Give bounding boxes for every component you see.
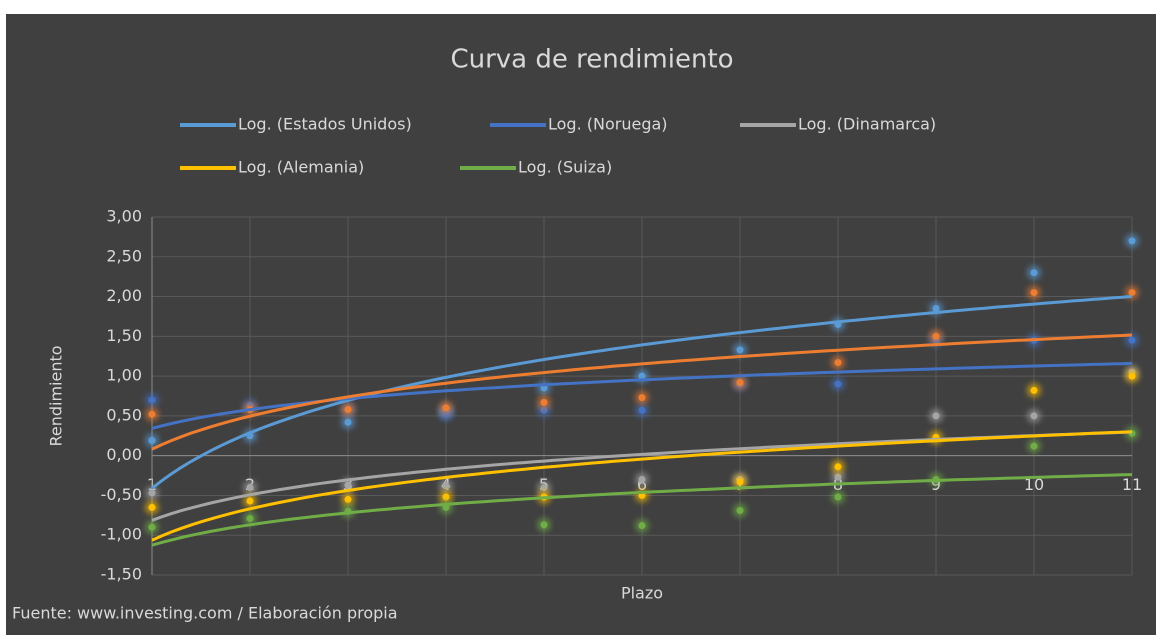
point [148,523,156,531]
point [932,332,940,340]
point [148,396,156,404]
point [148,437,156,445]
point [1128,336,1136,344]
y-tick-label: 3,00 [106,207,142,226]
point [1030,412,1038,420]
y-tick-label: 0,00 [106,445,142,464]
legend-label: Log. (Noruega) [548,115,668,134]
legend-label: Log. (Estados Unidos) [238,115,412,134]
point [1030,386,1038,394]
point [638,372,646,380]
point [834,380,842,388]
point [246,515,254,523]
point [638,406,646,414]
y-tick-label: 0,50 [106,405,142,424]
point [1128,289,1136,297]
point [1030,269,1038,277]
point [1128,372,1136,380]
trend-line [151,294,1133,490]
point [148,410,156,418]
point [1128,237,1136,245]
point [736,378,744,386]
point [932,304,940,312]
x-tick-label: 10 [1024,475,1044,494]
point [540,398,548,406]
legend-label: Log. (Suiza) [518,158,612,177]
point [540,521,548,529]
legend-label: Log. (Alemania) [238,158,364,177]
point [834,463,842,471]
trend-line [151,473,1133,547]
point [344,418,352,426]
point [638,522,646,530]
point [834,473,842,481]
point [442,482,450,490]
x-axis-label: Plazo [621,584,663,603]
chart-title: Curva de rendimiento [450,45,733,75]
point [834,359,842,367]
point [736,478,744,486]
point [638,394,646,402]
point [736,346,744,354]
point [148,503,156,511]
point [1030,289,1038,297]
point [246,483,254,491]
y-tick-label: 1,00 [106,366,142,385]
point [932,412,940,420]
point [442,404,450,412]
point [834,493,842,501]
x-tick-label: 11 [1122,475,1142,494]
chart-background [6,14,1156,635]
point [344,495,352,503]
y-tick-label: -0,50 [101,485,142,504]
trend-line [151,430,1133,542]
point [344,481,352,489]
y-tick-label: 2,00 [106,286,142,305]
y-tick-label: 1,50 [106,326,142,345]
point [344,406,352,414]
point [638,476,646,484]
point [246,497,254,505]
y-axis-label: Rendimiento [47,345,66,446]
point [1030,442,1038,450]
source-note: Fuente: www.investing.com / Elaboración … [12,604,398,623]
point [442,493,450,501]
y-tick-label: 2,50 [106,246,142,265]
point [148,489,156,497]
y-tick-label: -1,50 [101,565,142,584]
legend-label: Log. (Dinamarca) [798,115,936,134]
trend-line [151,333,1133,451]
point [736,507,744,515]
y-tick-label: -1,00 [101,525,142,544]
point [540,483,548,491]
